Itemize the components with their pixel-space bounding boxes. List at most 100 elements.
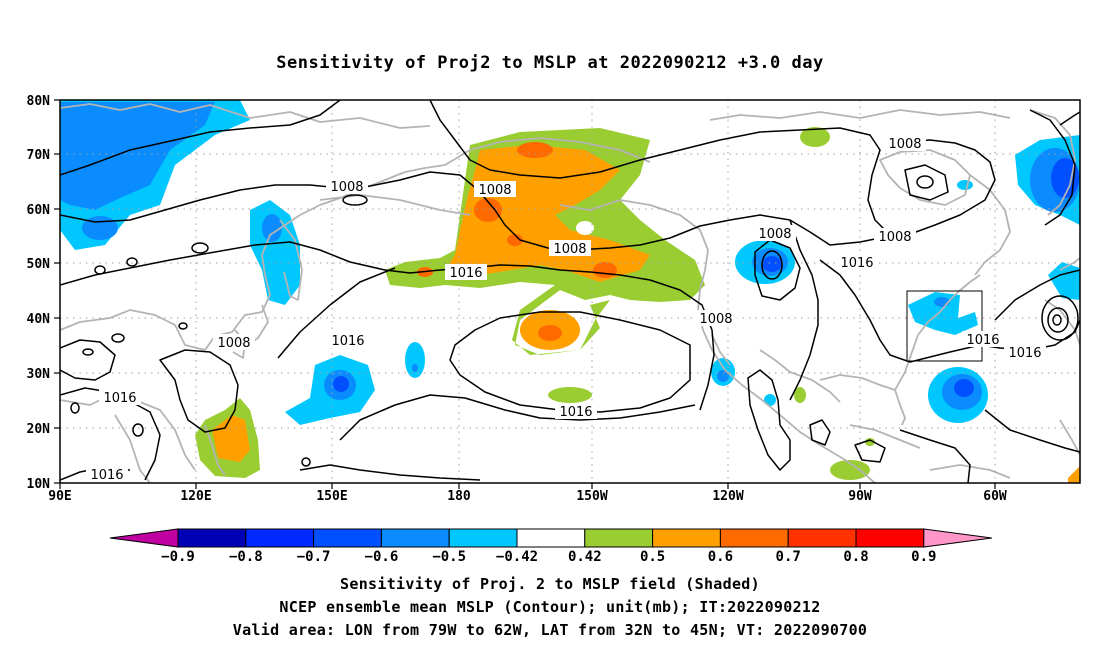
shade-positive-central-pacific-core	[538, 325, 562, 341]
positive-sensitivity-shading	[195, 127, 1080, 483]
contour-1000-ne-asia	[191, 242, 209, 254]
map-panel	[60, 100, 1080, 483]
colorbar-segment	[787, 528, 857, 548]
colorbar-segment	[652, 528, 721, 548]
lat-label: 70N	[27, 148, 51, 163]
contour-992-low-north-america	[761, 250, 783, 280]
coastline-philippines	[204, 424, 226, 476]
lon-label: 120E	[180, 489, 211, 504]
colorbar-segment	[177, 528, 247, 548]
contour-1024-azores-high	[1041, 295, 1079, 341]
coastline-north-america-west	[697, 289, 876, 483]
shade-positive-caribbean	[794, 387, 806, 403]
coastline-greenland	[1029, 109, 1076, 216]
contour-label: 1008	[888, 137, 921, 152]
lon-label: 150W	[576, 489, 607, 504]
shade-negative-west-pacific-center	[333, 376, 349, 392]
coastline-canada-arctic	[709, 109, 1011, 121]
contour-label: 1008	[699, 312, 732, 327]
colorbar-label: −0.8	[229, 549, 263, 565]
contour-1024-azores-core	[1052, 314, 1062, 326]
contour-1008-alaska	[429, 100, 891, 236]
coastline-west-africa	[1059, 419, 1080, 456]
map-frame	[59, 99, 1081, 484]
colorbar: −0.9 −0.8 −0.7 −0.6 −0.5 −0.42 0.42 0.5 0.6 0.7 0.…	[109, 528, 992, 565]
contour-1008-caribbean	[809, 419, 831, 446]
coastline-alaska	[444, 137, 651, 166]
coastline-china-coast	[60, 394, 196, 471]
lat-label: 30N	[27, 367, 51, 382]
contour-label: 1016	[840, 256, 873, 271]
colorbar-segment	[245, 528, 315, 548]
contour-1016-sw	[60, 387, 161, 481]
contour-1016-high	[449, 311, 691, 413]
shade-negative-atlantic-center	[954, 379, 974, 397]
lon-label: 180	[447, 489, 471, 504]
valid-area-box	[906, 290, 983, 362]
longitude-labels: 90E 120E 150E 180 150W 120W 90W 60W	[48, 489, 1007, 504]
coastline-gulf-coast	[819, 374, 896, 391]
shade-negative-north-america-west-center	[762, 256, 782, 272]
shade-positive-north-pacific-spot	[517, 142, 553, 158]
contour-label: 1008	[217, 336, 250, 351]
contour-984-low-north-america	[754, 239, 801, 301]
lat-label: 20N	[27, 422, 51, 437]
contour-label: 1008	[478, 183, 511, 198]
lat-label: 60N	[27, 203, 51, 218]
graticule	[60, 100, 1080, 483]
contour-1008-iceland-low	[1029, 109, 1076, 226]
contour-label-extra: 1016	[1008, 346, 1041, 361]
contour-1016-lower	[339, 394, 696, 441]
page-title: Sensitivity of Proj2 to MSLP at 20220902…	[276, 53, 823, 73]
colorbar-segment	[719, 528, 789, 548]
contour-1008-north	[60, 139, 996, 251]
colorbar-label: 0.9	[911, 549, 936, 565]
contour-label: 1016	[103, 391, 136, 406]
shade-positive-north-pacific-spot	[507, 234, 523, 246]
coastline-florida	[894, 389, 906, 426]
contour-label: 1016	[559, 405, 592, 420]
lon-label: 90W	[848, 489, 872, 504]
shade-positive-hole	[576, 221, 594, 235]
coastline-europe-africa-edge	[1059, 257, 1080, 271]
contour-1016-ridge	[277, 267, 396, 359]
caption-line-2: NCEP ensemble mean MSLP (Contour); unit(…	[279, 598, 820, 616]
shade-positive-central-america	[865, 438, 875, 446]
contour-1016-east	[994, 269, 1080, 321]
colorbar-triangle-high	[923, 528, 992, 548]
colorbar-triangle-low	[109, 528, 179, 548]
contour-1016-atlantic	[819, 259, 1080, 363]
contour-1016-america	[789, 219, 819, 401]
colorbar-segment	[313, 528, 382, 548]
shade-negative-hudson	[957, 180, 973, 190]
contour-label: 1016	[90, 468, 123, 483]
latitude-labels: 80N 70N 60N 50N 40N 30N 20N 10N	[27, 94, 51, 492]
shade-positive-africa-edge	[1068, 466, 1080, 483]
lon-label: 90E	[48, 489, 71, 504]
shade-positive-greenland	[800, 127, 830, 147]
shade-positive-north-pacific-core	[445, 145, 650, 282]
contour-1000-iceland-inner	[1059, 111, 1080, 126]
shade-negative-central-pacific	[405, 342, 425, 378]
contour-label: 1008	[330, 180, 363, 195]
contour-small-east-asia	[94, 265, 106, 275]
contour-1008-hudson-low	[904, 164, 949, 201]
coastline-kamchatka	[279, 219, 303, 301]
shade-negative-central-pacific-core	[412, 364, 418, 372]
contour-small-east-asia	[126, 257, 138, 267]
shade-positive-philippine-sea-core	[212, 415, 250, 462]
colorbar-label: −0.6	[365, 549, 399, 565]
contour-1024-azores-inner	[1047, 307, 1069, 333]
coastline-indochina	[114, 414, 151, 483]
shade-positive-north-pacific-spot	[474, 198, 502, 222]
shade-negative-siberia-core	[60, 102, 215, 210]
shade-positive-subtropical-pacific	[548, 387, 592, 403]
colorbar-segment	[380, 528, 450, 548]
lat-label: 50N	[27, 257, 51, 272]
shade-positive-north-pacific-spot	[593, 262, 617, 278]
contour-1008-sea	[159, 349, 239, 433]
colorbar-label: −0.9	[161, 549, 195, 565]
colorbar-segment	[855, 528, 925, 548]
coastline-baja	[711, 334, 731, 366]
